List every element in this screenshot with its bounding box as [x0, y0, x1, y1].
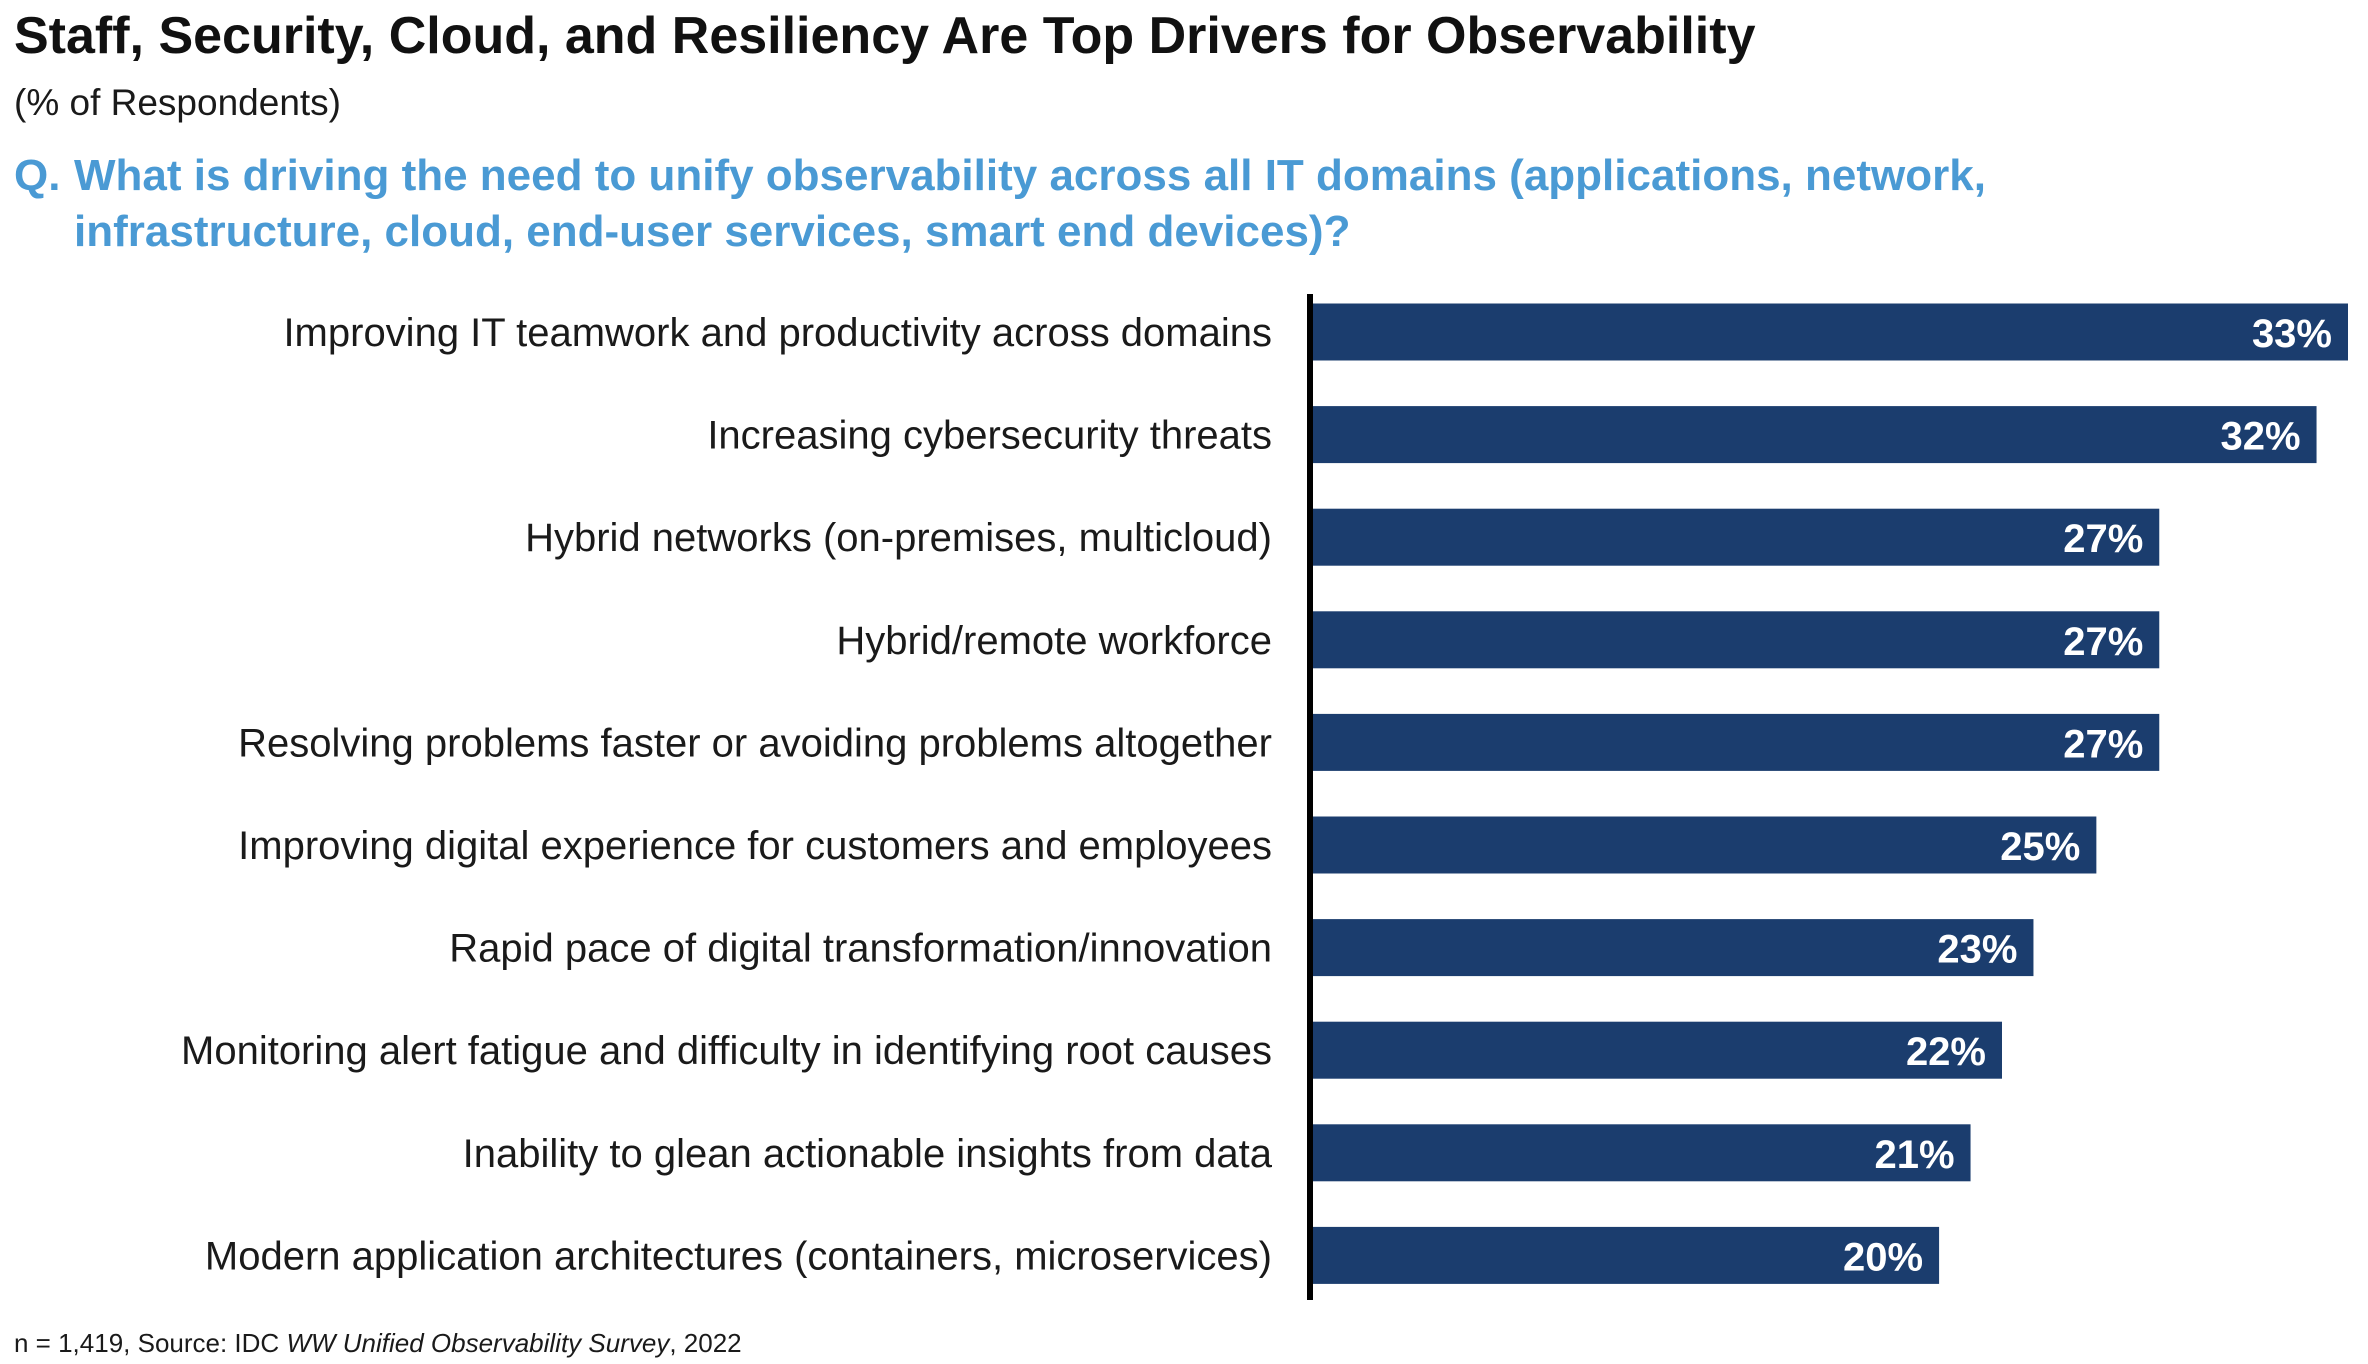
value-label: 33% [2252, 312, 2332, 356]
category-label: Resolving problems faster or avoiding pr… [238, 721, 1272, 765]
footnote-suffix: , 2022 [669, 1328, 742, 1358]
survey-question: Q. What is driving the need to unify obs… [14, 148, 1986, 260]
value-label: 22% [1906, 1030, 1986, 1074]
value-label: 27% [2063, 517, 2143, 561]
bar [1310, 1124, 1971, 1182]
bar [1310, 508, 2160, 566]
survey-name: WW Unified Observability Survey [286, 1328, 670, 1358]
value-label: 20% [1843, 1235, 1923, 1279]
value-label: 25% [2000, 825, 2080, 869]
bar-chart: Improving IT teamwork and productivity a… [181, 294, 2348, 1300]
bar [1310, 816, 2097, 874]
question-line-2: infrastructure, cloud, end-user services… [74, 207, 1351, 256]
value-label: 23% [1937, 928, 2017, 972]
bar [1310, 1226, 1940, 1284]
category-label: Improving digital experience for custome… [238, 824, 1272, 868]
category-label: Rapid pace of digital transformation/inn… [449, 927, 1272, 971]
bar [1310, 406, 2317, 464]
chart-subtitle: (% of Respondents) [14, 82, 342, 123]
bar [1310, 713, 2160, 771]
bar [1310, 919, 2034, 977]
value-label: 27% [2063, 722, 2143, 766]
value-label: 32% [2220, 415, 2300, 459]
question-prefix: Q. [14, 151, 61, 200]
value-label: 27% [2063, 620, 2143, 664]
category-label: Increasing cybersecurity threats [707, 414, 1272, 458]
category-label: Improving IT teamwork and productivity a… [283, 311, 1272, 355]
chart-title: Staff, Security, Cloud, and Resiliency A… [14, 7, 1756, 65]
category-label: Modern application architectures (contai… [205, 1234, 1272, 1278]
category-label: Monitoring alert fatigue and difficulty … [181, 1029, 1272, 1073]
source-footnote: n = 1,419, Source: IDC WW Unified Observ… [14, 1328, 742, 1359]
footnote-prefix: n = 1,419, Source: IDC [14, 1328, 287, 1358]
category-label: Inability to glean actionable insights f… [463, 1132, 1273, 1176]
bar [1310, 303, 2348, 361]
category-label: Hybrid networks (on-premises, multicloud… [525, 516, 1272, 560]
bar [1310, 611, 2160, 669]
category-label: Hybrid/remote workforce [836, 619, 1272, 663]
question-line-1: What is driving the need to unify observ… [74, 151, 1986, 200]
value-label: 21% [1874, 1133, 1954, 1177]
bar [1310, 1021, 2002, 1079]
